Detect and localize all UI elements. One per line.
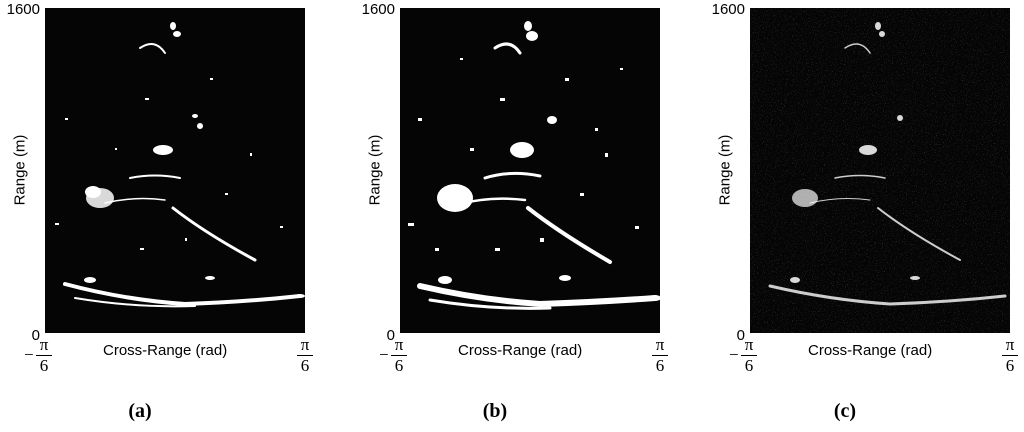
sar-image-b <box>400 8 660 333</box>
panel-b: 1600 0 Range (m) <box>355 0 695 432</box>
x-axis-max-label: π 6 <box>1002 336 1018 375</box>
sar-image-b-graphic <box>408 21 660 310</box>
x-axis-min-label: − π 6 <box>24 336 54 375</box>
y-axis-max-label: 1600 <box>361 1 395 18</box>
sar-image-a-graphic <box>55 22 305 308</box>
sar-image-c <box>750 8 1010 333</box>
y-axis-min-label: 0 <box>31 327 40 344</box>
x-axis-title: Cross-Range (rad) <box>808 342 933 359</box>
x-axis-title: Cross-Range (rad) <box>458 342 583 359</box>
speckle-noise <box>750 8 1010 333</box>
panel-a: 1600 0 Range (m) <box>0 0 340 432</box>
linear-features <box>63 43 302 308</box>
x-axis-max-label: π 6 <box>297 336 313 375</box>
sar-image-a <box>45 8 305 333</box>
panel-caption: (a) <box>128 400 152 422</box>
y-axis-min-label: 0 <box>386 327 395 344</box>
x-axis-min-label: − π 6 <box>379 336 409 375</box>
y-axis-max-label: 1600 <box>711 1 745 18</box>
panel-caption: (b) <box>482 400 508 422</box>
x-axis-max-label: π 6 <box>652 336 668 375</box>
panel-c: 1600 0 Range (m) <box>705 0 1024 432</box>
bright-returns <box>55 22 305 298</box>
sar-image-c-graphic <box>750 8 1010 333</box>
x-axis-title: Cross-Range (rad) <box>103 342 228 359</box>
linear-features <box>417 42 658 310</box>
y-axis-min-label: 0 <box>736 327 745 344</box>
x-axis-min-label: − π 6 <box>729 336 759 375</box>
linear-features <box>768 43 1007 306</box>
panel-caption: (c) <box>833 400 857 422</box>
y-axis-max-label: 1600 <box>6 1 40 18</box>
bright-returns <box>408 21 660 301</box>
